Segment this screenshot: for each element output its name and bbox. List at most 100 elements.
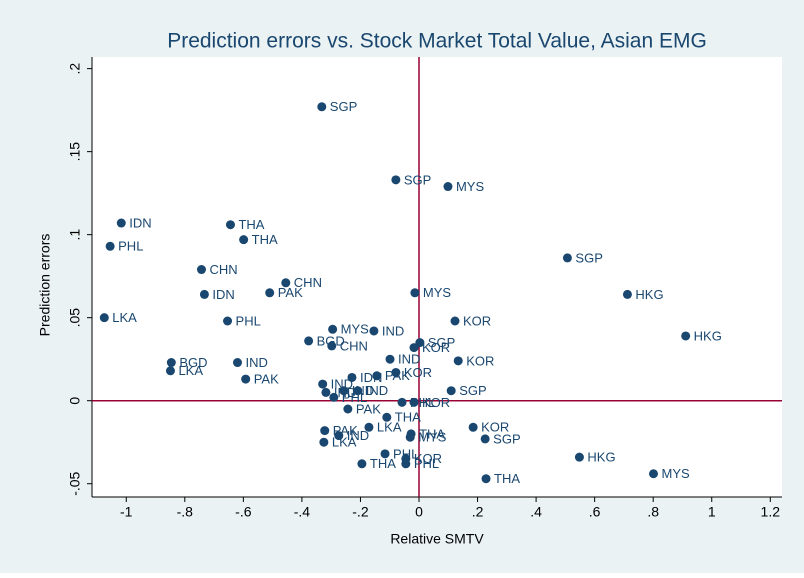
chart-title: Prediction errors vs. Stock Market Total… xyxy=(167,30,707,53)
point-label: MYS xyxy=(423,285,452,300)
point-label: SGP xyxy=(428,335,455,350)
point xyxy=(318,379,328,389)
point-label: LKA xyxy=(377,420,402,435)
point xyxy=(380,449,390,459)
point-label: KOR xyxy=(404,365,432,380)
point-label: IND xyxy=(347,428,369,443)
x-tick-label: 0 xyxy=(415,504,423,520)
point xyxy=(450,316,460,326)
point xyxy=(385,354,395,364)
y-tick-label: -.05 xyxy=(67,471,83,495)
point xyxy=(334,431,344,441)
point xyxy=(199,289,209,299)
point-label: HKG xyxy=(635,287,663,302)
point-label: CHN xyxy=(209,262,237,277)
point xyxy=(321,387,331,397)
point xyxy=(382,412,392,422)
point xyxy=(241,374,251,384)
point-label: IND xyxy=(331,377,353,392)
point xyxy=(397,397,407,407)
point xyxy=(281,278,291,288)
x-axis-label: Relative SMTV xyxy=(390,531,484,547)
y-tick-label: .2 xyxy=(67,63,83,75)
point-label: KOR xyxy=(481,420,509,435)
point-label: THA xyxy=(419,426,445,441)
point xyxy=(223,316,233,326)
point-label: KOR xyxy=(466,353,494,368)
y-tick-label: .1 xyxy=(67,229,83,241)
x-tick-label: .4 xyxy=(530,504,542,520)
point xyxy=(574,452,584,462)
point-label: KOR xyxy=(414,451,442,466)
point xyxy=(327,341,337,351)
x-tick-label: -.6 xyxy=(235,504,252,520)
x-tick-label: .2 xyxy=(472,504,484,520)
x-tick-label: -1 xyxy=(120,504,133,520)
point-label: MYS xyxy=(341,322,370,337)
point xyxy=(415,338,425,348)
point xyxy=(265,288,275,298)
x-tick-label: 1 xyxy=(708,504,716,520)
point xyxy=(480,434,490,444)
point-label: SGP xyxy=(459,383,486,398)
point-label: SGP xyxy=(575,250,602,265)
point-label: SGP xyxy=(493,431,520,446)
point-label: LKA xyxy=(112,310,137,325)
point-label: THA xyxy=(494,471,520,486)
point-label: THA xyxy=(370,456,396,471)
point-label: SGP xyxy=(404,172,431,187)
point-label: KOR xyxy=(422,340,450,355)
point-label: PAK xyxy=(278,285,303,300)
point xyxy=(481,474,491,484)
point-label: THA xyxy=(252,232,278,247)
plot-area xyxy=(92,57,782,497)
point-label: HKG xyxy=(587,450,615,465)
point xyxy=(369,326,379,336)
point-label: MYS xyxy=(418,430,447,445)
point xyxy=(320,426,330,436)
point-label: PHL xyxy=(414,456,439,471)
point xyxy=(648,469,658,479)
point xyxy=(364,422,374,432)
point xyxy=(468,422,478,432)
x-tick-label: .6 xyxy=(589,504,601,520)
point xyxy=(446,386,456,396)
point xyxy=(225,220,235,230)
point xyxy=(405,432,415,442)
point xyxy=(372,371,382,381)
point xyxy=(319,437,329,447)
point-label: KOR xyxy=(463,313,491,328)
point xyxy=(116,218,126,228)
x-tick-label: -.4 xyxy=(294,504,311,520)
point xyxy=(562,253,572,263)
point xyxy=(401,459,411,469)
point xyxy=(409,397,419,407)
point xyxy=(165,366,175,376)
point-label: IDN xyxy=(212,287,234,302)
point-label: PHL xyxy=(393,446,418,461)
y-tick-label: 0 xyxy=(67,397,83,405)
y-axis-label: Prediction errors xyxy=(37,234,53,337)
point xyxy=(328,324,338,334)
point-label: PAK xyxy=(254,372,279,387)
point xyxy=(317,102,327,112)
point-label: PAK xyxy=(385,368,410,383)
point xyxy=(232,358,242,368)
x-tick-label: -.8 xyxy=(177,504,194,520)
point xyxy=(453,356,463,366)
point-label: CHN xyxy=(294,275,322,290)
x-tick-label: .8 xyxy=(647,504,659,520)
point xyxy=(347,372,357,382)
point-label: PHL xyxy=(236,313,261,328)
point xyxy=(622,289,632,299)
point xyxy=(105,241,115,251)
point-label: BGD xyxy=(317,333,345,348)
point-label: SGP xyxy=(330,99,357,114)
point xyxy=(329,392,339,402)
point-label: HKG xyxy=(694,328,722,343)
point xyxy=(304,336,314,346)
point-label: IND xyxy=(366,383,388,398)
point-label: IND xyxy=(398,352,420,367)
point xyxy=(239,235,249,245)
